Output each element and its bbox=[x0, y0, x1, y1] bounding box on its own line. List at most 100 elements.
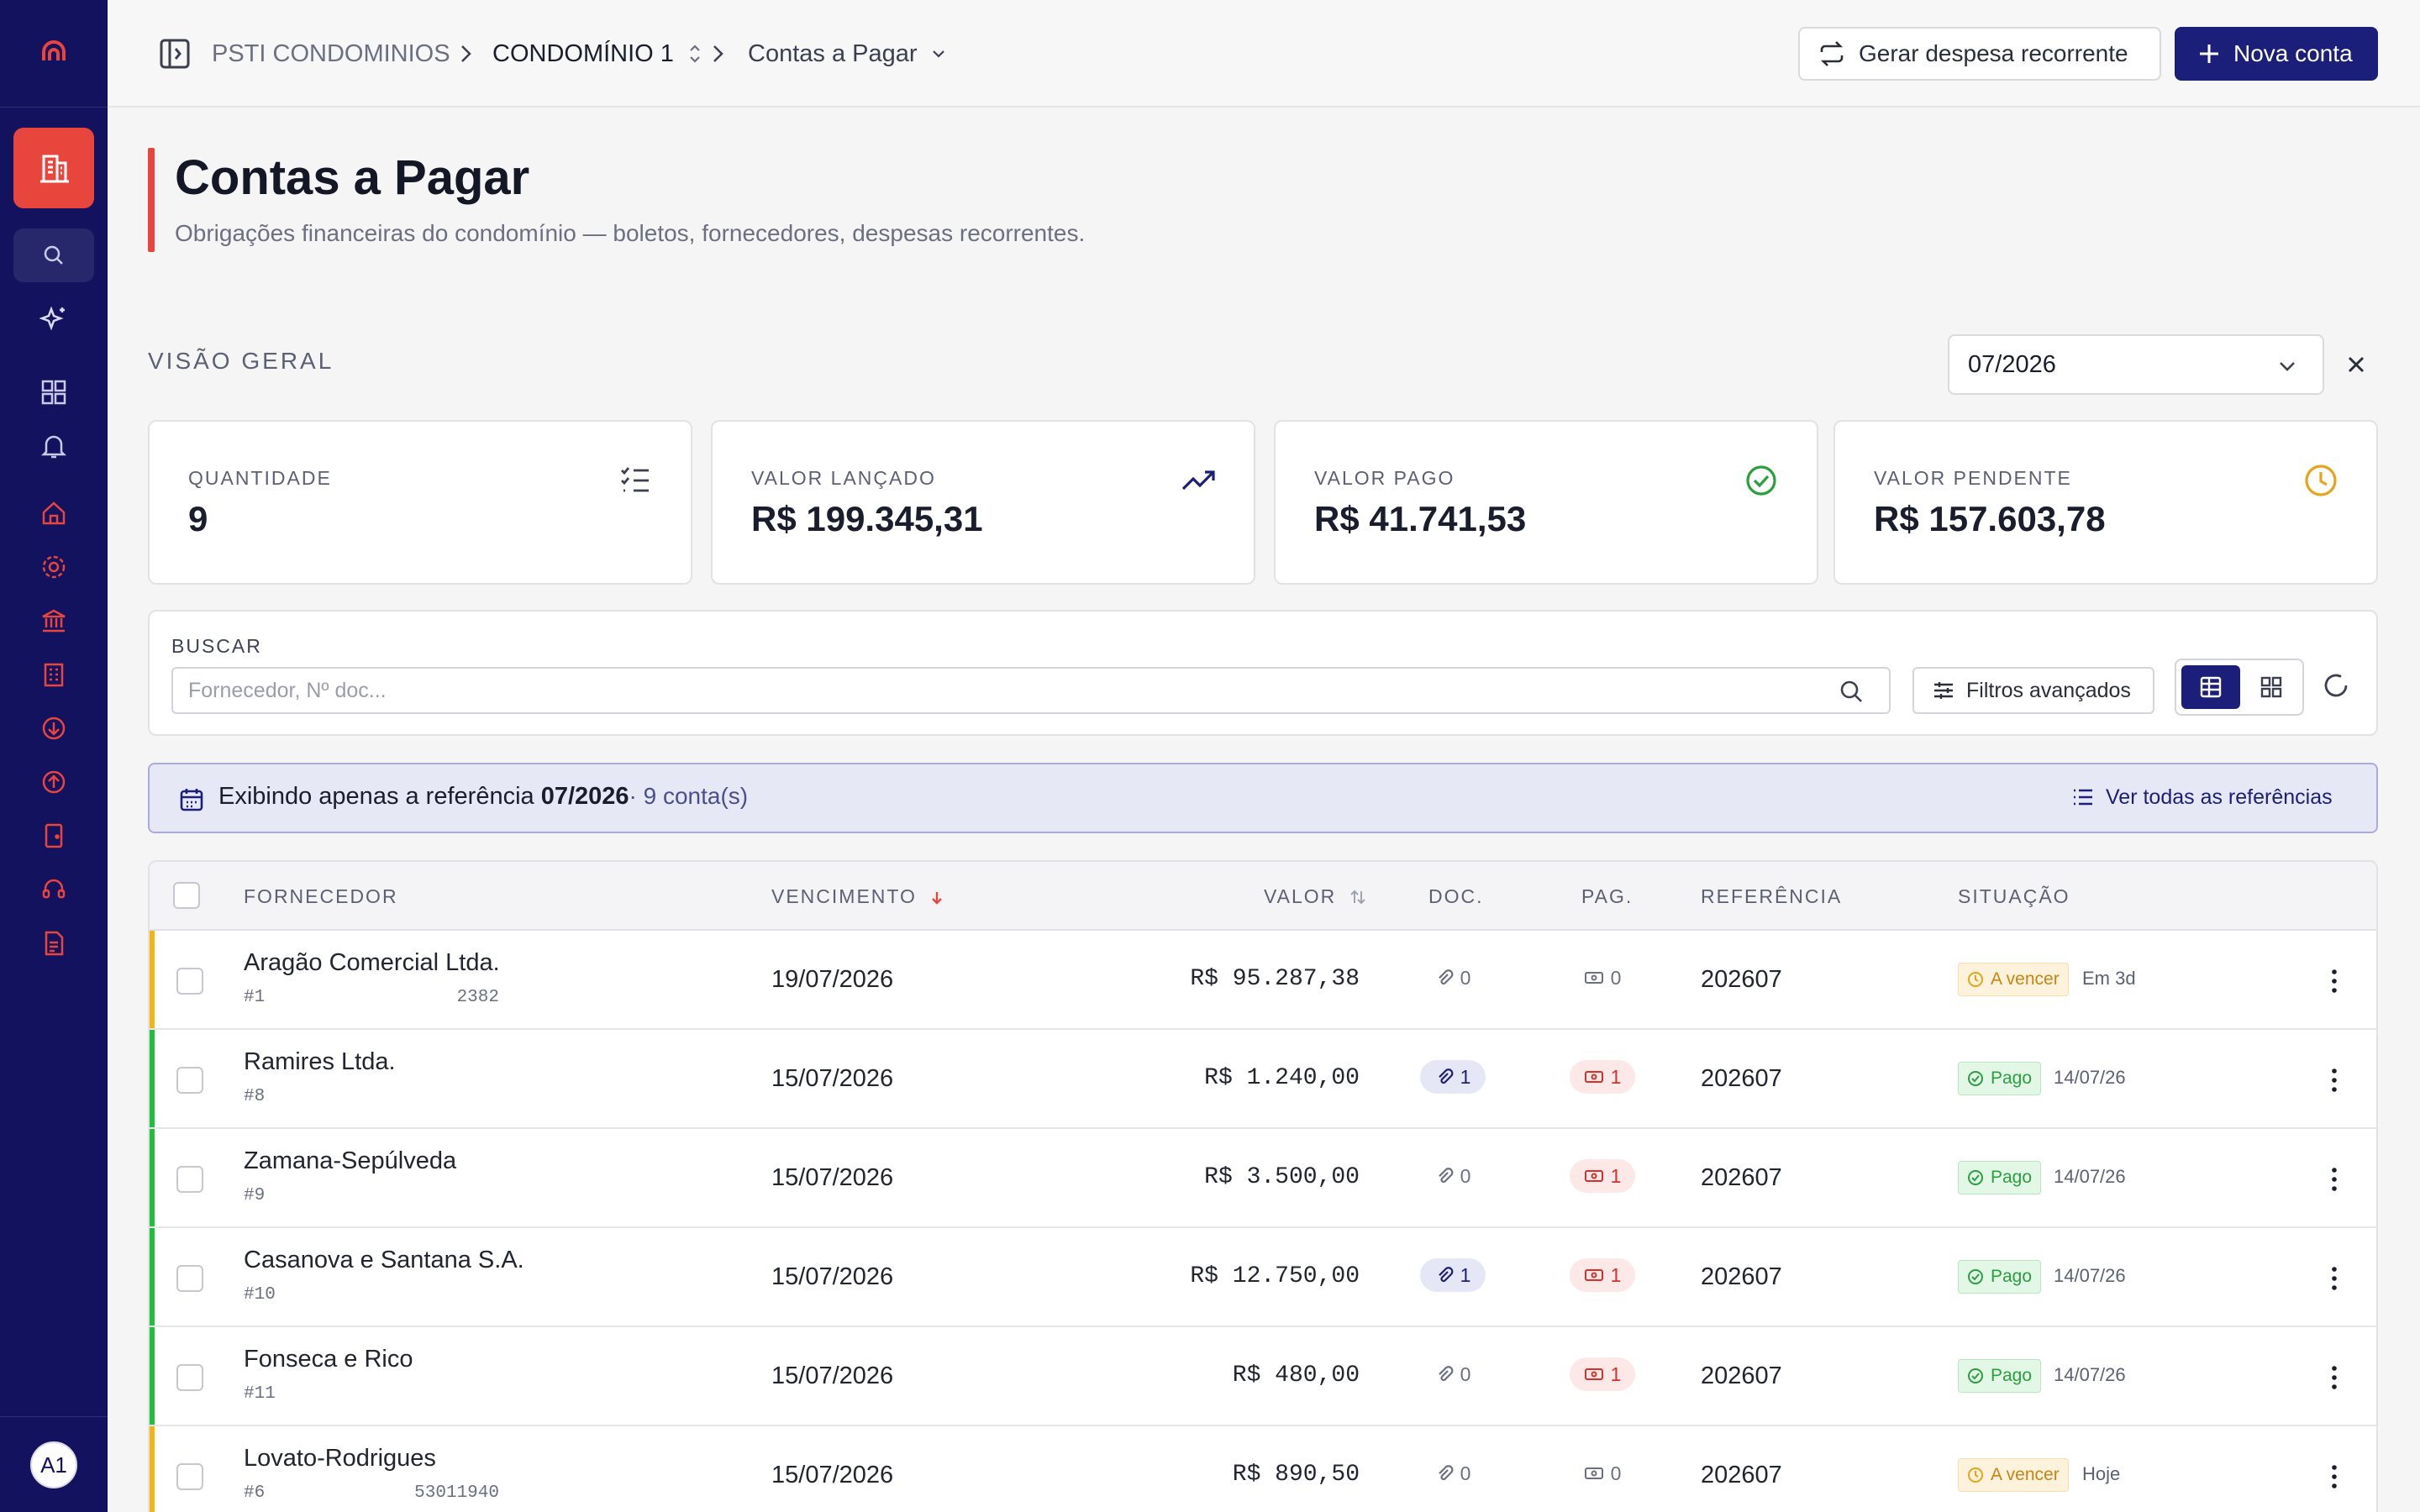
row-checkbox[interactable] bbox=[176, 1364, 203, 1391]
sort-icon bbox=[1349, 890, 1365, 905]
door-icon[interactable] bbox=[20, 815, 87, 857]
supplier-name[interactable]: Aragão Comercial Ltda. bbox=[244, 949, 500, 976]
column-value[interactable]: VALOR bbox=[1264, 885, 1367, 908]
bell-icon[interactable] bbox=[20, 425, 87, 467]
payments-badge[interactable]: 1 bbox=[1570, 1159, 1635, 1193]
building-icon[interactable] bbox=[13, 128, 94, 208]
supplier-name[interactable]: Lovato-Rodrigues bbox=[244, 1445, 436, 1472]
headset-icon[interactable] bbox=[20, 869, 87, 911]
due-date: 15/07/2026 bbox=[771, 1362, 894, 1389]
payments-badge[interactable]: 1 bbox=[1570, 1357, 1635, 1391]
select-all-checkbox[interactable] bbox=[173, 882, 200, 909]
table-row[interactable]: Aragão Comercial Ltda. #1 2382 19/07/2026 R$… bbox=[150, 931, 2376, 1030]
breadcrumb-condo[interactable]: CONDOMÍNIO 1 bbox=[492, 37, 704, 71]
grid-view-icon[interactable] bbox=[2245, 665, 2297, 709]
documents-badge[interactable]: 0 bbox=[1420, 1159, 1486, 1193]
table-row[interactable]: Fonseca e Rico #11 15/07/2026 R$ 480,00 0 1 20… bbox=[150, 1327, 2376, 1426]
row-checkbox[interactable] bbox=[176, 1463, 203, 1490]
column-supplier[interactable]: FORNECEDOR bbox=[244, 885, 398, 907]
payments-badge[interactable]: 0 bbox=[1570, 1457, 1635, 1490]
avatar[interactable]: A1 bbox=[30, 1441, 77, 1488]
supplier-name[interactable]: Fonseca e Rico bbox=[244, 1346, 413, 1373]
table-row[interactable]: Zamana-Sepúlveda #9 15/07/2026 R$ 3.500,00 0… bbox=[150, 1129, 2376, 1228]
sidebar: A1 bbox=[0, 0, 108, 1512]
row-status-accent bbox=[150, 931, 155, 1028]
search-input[interactable] bbox=[171, 667, 1891, 714]
sparkles-icon[interactable] bbox=[20, 297, 87, 339]
recurrent-expense-button[interactable]: Gerar despesa recorrente bbox=[1798, 27, 2161, 81]
new-account-button[interactable]: Nova conta bbox=[2175, 27, 2378, 81]
row-checkbox[interactable] bbox=[176, 1166, 203, 1193]
reference-text: Exibindo apenas a referência 07/2026· 9 … bbox=[218, 783, 748, 811]
table-row[interactable]: Casanova e Santana S.A. #10 15/07/2026 R$ 1… bbox=[150, 1228, 2376, 1327]
search-icon[interactable] bbox=[13, 228, 94, 282]
documents-badge[interactable]: 0 bbox=[1420, 1357, 1486, 1391]
arrow-down-circle-icon[interactable] bbox=[20, 707, 87, 749]
cash-icon bbox=[1584, 972, 1603, 984]
more-options-icon[interactable] bbox=[2328, 1065, 2341, 1095]
payments-badge[interactable]: 1 bbox=[1570, 1258, 1635, 1292]
table-row[interactable]: Ramires Ltda. #8 15/07/2026 R$ 1.240,00 1 1 20… bbox=[150, 1030, 2376, 1129]
amount: R$ 1.240,00 bbox=[1204, 1065, 1360, 1091]
documents-badge[interactable]: 0 bbox=[1420, 1457, 1486, 1490]
table-view-icon[interactable] bbox=[2181, 665, 2240, 709]
stat-card-pending: VALOR PENDENTE R$ 157.603,78 bbox=[1833, 420, 2378, 585]
row-checkbox[interactable] bbox=[176, 1067, 203, 1094]
gear-icon[interactable] bbox=[20, 546, 87, 588]
stat-label: VALOR PAGO bbox=[1314, 467, 1455, 489]
supplier-name[interactable]: Ramires Ltda. bbox=[244, 1048, 396, 1075]
column-due[interactable]: VENCIMENTO bbox=[771, 885, 945, 908]
more-options-icon[interactable] bbox=[2328, 1164, 2341, 1194]
close-icon[interactable] bbox=[2343, 351, 2370, 378]
status-badge: Pago bbox=[1958, 1260, 2042, 1294]
documents-badge[interactable]: 1 bbox=[1420, 1258, 1486, 1292]
breadcrumb-page-label: Contas a Pagar bbox=[748, 40, 918, 67]
more-options-icon[interactable] bbox=[2328, 966, 2341, 996]
more-options-icon[interactable] bbox=[2328, 1362, 2341, 1393]
status-note: 14/07/26 bbox=[2054, 1265, 2126, 1286]
more-options-icon[interactable] bbox=[2328, 1263, 2341, 1294]
refresh-icon[interactable] bbox=[2321, 670, 2351, 701]
table-row[interactable]: Lovato-Rodrigues #6 53011940 15/07/2026 R$ 8… bbox=[150, 1426, 2376, 1512]
breadcrumb-page[interactable]: Contas a Pagar bbox=[748, 37, 948, 71]
more-options-icon[interactable] bbox=[2328, 1462, 2341, 1492]
bank-icon[interactable] bbox=[20, 600, 87, 642]
chevron-right-icon bbox=[461, 45, 471, 62]
breadcrumb-root[interactable]: PSTI CONDOMINIOS bbox=[212, 40, 450, 67]
sidebar-toggle-icon[interactable] bbox=[158, 37, 192, 71]
grid-icon[interactable] bbox=[20, 371, 87, 413]
status-note: Em 3d bbox=[2082, 968, 2136, 989]
documents-badge[interactable]: 0 bbox=[1420, 961, 1486, 995]
account-id: #8 bbox=[244, 1087, 266, 1106]
supplier-name[interactable]: Zamana-Sepúlveda bbox=[244, 1147, 457, 1174]
payments-badge[interactable]: 1 bbox=[1570, 1060, 1635, 1094]
logo-icon[interactable] bbox=[0, 0, 108, 108]
documents-count: 0 bbox=[1460, 966, 1471, 989]
month-select[interactable]: 07/2026 bbox=[1948, 334, 2324, 395]
status-label: Pago bbox=[1991, 1267, 2033, 1286]
documents-count: 0 bbox=[1460, 1164, 1471, 1187]
documents-badge[interactable]: 1 bbox=[1420, 1060, 1486, 1094]
view-all-references-link[interactable]: Ver todas as referências bbox=[2070, 785, 2333, 810]
amount: R$ 95.287,38 bbox=[1190, 966, 1360, 992]
stat-label: VALOR LANÇADO bbox=[751, 467, 936, 489]
row-checkbox[interactable] bbox=[176, 968, 203, 995]
advanced-filters-button[interactable]: Filtros avançados bbox=[1912, 667, 2154, 714]
row-checkbox[interactable] bbox=[176, 1265, 203, 1292]
office-icon[interactable] bbox=[20, 654, 87, 696]
reference-value: 07/2026 bbox=[540, 783, 629, 810]
supplier-name[interactable]: Casanova e Santana S.A. bbox=[244, 1247, 524, 1273]
checklist-icon bbox=[621, 467, 649, 492]
stat-card-quantity: QUANTIDADE 9 bbox=[148, 420, 692, 585]
payments-badge[interactable]: 0 bbox=[1570, 961, 1635, 995]
check-circle-icon bbox=[1968, 1269, 1983, 1284]
arrow-up-circle-icon[interactable] bbox=[20, 761, 87, 803]
row-status-accent bbox=[150, 1426, 155, 1512]
advanced-filters-label: Filtros avançados bbox=[1966, 678, 2131, 702]
status-note: 14/07/26 bbox=[2054, 1364, 2126, 1385]
home-icon[interactable] bbox=[20, 492, 87, 534]
search-icon[interactable] bbox=[1837, 677, 1865, 706]
report-icon[interactable] bbox=[20, 922, 87, 964]
check-circle-icon bbox=[1746, 465, 1776, 496]
view-toggle bbox=[2175, 659, 2304, 716]
